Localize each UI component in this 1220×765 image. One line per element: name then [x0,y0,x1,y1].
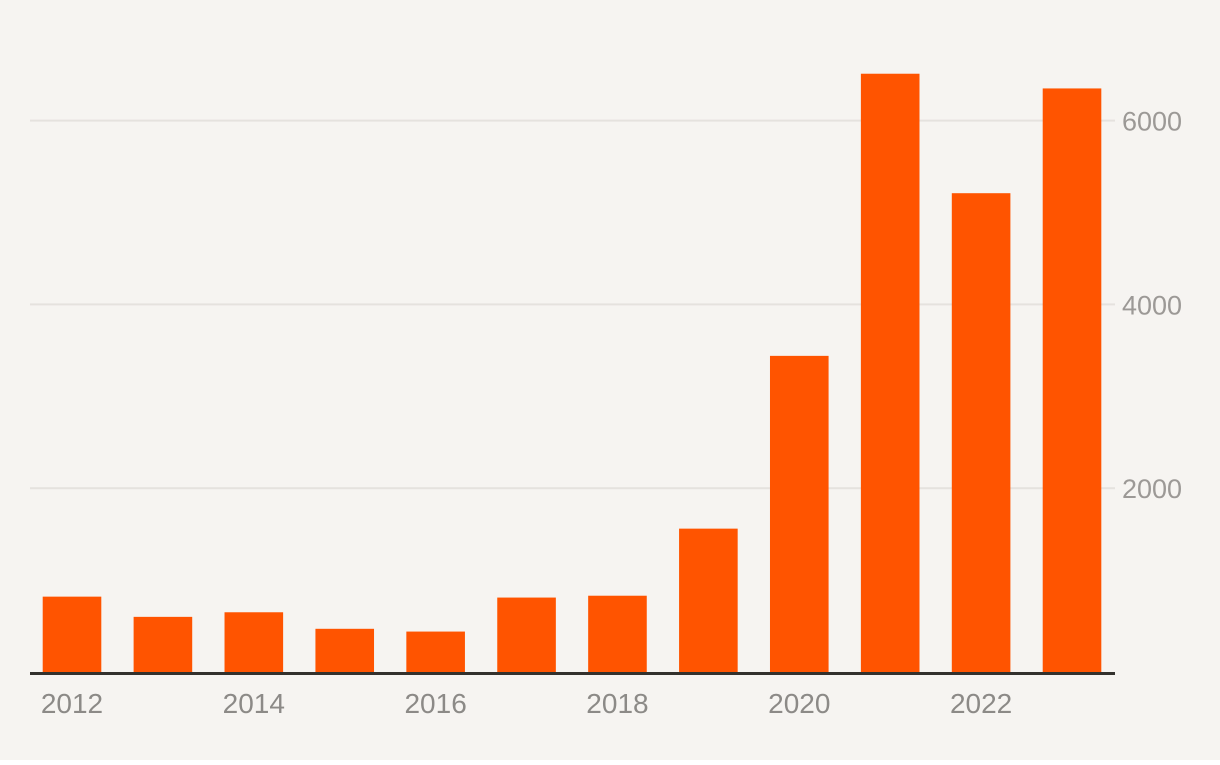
bar-2022 [951,193,1011,673]
x-tick-label-2022: 2022 [950,688,1012,719]
x-tick-label-2018: 2018 [586,688,648,719]
y-tick-label-6000: 6000 [1122,107,1182,137]
x-tick-label-2014: 2014 [223,688,285,719]
bar-2021 [860,73,920,672]
bar-2023 [1042,88,1102,672]
gridline-6000 [30,119,1115,122]
x-tick-label-2012: 2012 [41,688,103,719]
bar-2018 [588,595,647,672]
x-axis-line [30,672,1115,675]
bar-2015 [315,628,375,672]
bar-2012 [42,596,102,672]
bar-2016 [406,631,465,672]
x-tick-label-2020: 2020 [768,688,830,719]
gridline-2000 [30,487,1115,490]
gridline-4000 [30,303,1115,306]
bar-2019 [679,528,738,672]
bar-2017 [497,597,556,672]
bar-2013 [133,616,193,672]
bar-2014 [224,612,284,672]
x-tick-label-2016: 2016 [404,688,466,719]
bar-2020 [769,355,829,672]
y-tick-label-4000: 4000 [1122,290,1182,320]
y-tick-label-2000: 2000 [1122,474,1182,504]
